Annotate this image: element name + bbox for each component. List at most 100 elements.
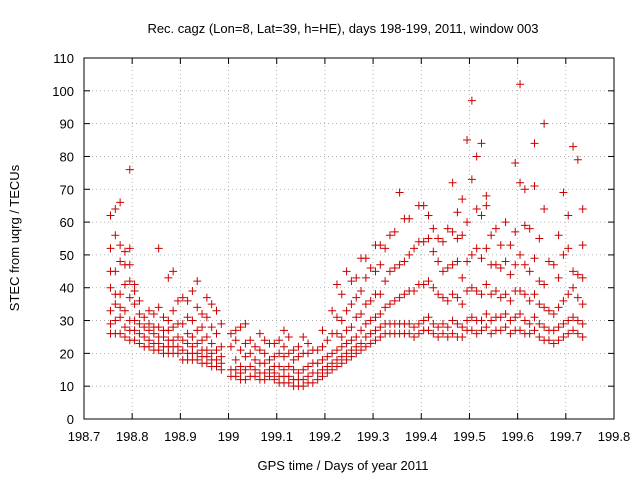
data-point (443, 296, 452, 305)
data-point (169, 336, 178, 345)
data-point (458, 231, 467, 240)
data-point (116, 198, 125, 207)
data-point (467, 96, 476, 105)
data-point (135, 296, 144, 305)
data-point (429, 247, 438, 256)
data-point (390, 296, 399, 305)
data-point (149, 309, 158, 318)
data-points (106, 80, 587, 391)
data-point (463, 257, 472, 266)
data-point (506, 329, 515, 338)
data-point (554, 336, 563, 345)
data-point (410, 332, 419, 341)
data-point (472, 204, 481, 213)
data-point (530, 139, 539, 148)
data-point (212, 306, 221, 315)
data-point (130, 336, 139, 345)
chart-title: Rec. cagz (Lon=8, Lat=39, h=HE), days 19… (147, 21, 538, 36)
data-point (207, 339, 216, 348)
data-point (385, 267, 394, 276)
data-point (116, 313, 125, 322)
data-point (491, 224, 500, 233)
data-point (520, 260, 529, 269)
data-point (559, 296, 568, 305)
data-point (236, 346, 245, 355)
data-point (458, 273, 467, 282)
data-point (361, 319, 370, 328)
data-point (140, 323, 149, 332)
data-point (154, 303, 163, 312)
y-axis-ticks: 0 10 20 30 40 50 60 70 80 90 100 110 (52, 51, 614, 427)
data-point (289, 346, 298, 355)
data-point (366, 296, 375, 305)
data-point (217, 352, 226, 361)
data-point (323, 362, 332, 371)
data-point (275, 362, 284, 371)
data-point (145, 306, 154, 315)
data-point (164, 316, 173, 325)
data-point (294, 352, 303, 361)
data-point (511, 227, 520, 236)
data-point (448, 178, 457, 187)
data-point (569, 283, 578, 292)
data-point (395, 260, 404, 269)
data-point (332, 355, 341, 364)
data-point (448, 227, 457, 236)
data-point (371, 267, 380, 276)
data-point (381, 303, 390, 312)
data-point (491, 287, 500, 296)
y-tick-label: 70 (60, 182, 74, 197)
data-point (352, 273, 361, 282)
data-point (540, 280, 549, 289)
data-point (318, 342, 327, 351)
data-point (559, 319, 568, 328)
data-point (578, 319, 587, 328)
data-point (332, 329, 341, 338)
data-point (246, 362, 255, 371)
data-point (178, 336, 187, 345)
data-point (116, 329, 125, 338)
data-point (501, 309, 510, 318)
data-point (347, 323, 356, 332)
data-point (530, 313, 539, 322)
data-point (569, 326, 578, 335)
data-point (482, 323, 491, 332)
data-point (328, 349, 337, 358)
data-point (434, 290, 443, 299)
x-tick-label: 199.7 (550, 429, 583, 444)
data-point (294, 342, 303, 351)
data-point (135, 309, 144, 318)
data-point (530, 254, 539, 263)
data-point (376, 323, 385, 332)
data-point (183, 313, 192, 322)
data-point (448, 316, 457, 325)
data-point (564, 290, 573, 299)
data-point (357, 326, 366, 335)
data-point (463, 136, 472, 145)
data-point (342, 267, 351, 276)
data-point (477, 139, 486, 148)
data-point (246, 349, 255, 358)
data-point (260, 349, 269, 358)
data-point (520, 290, 529, 299)
y-tick-label: 110 (53, 51, 74, 66)
data-point (554, 323, 563, 332)
data-point (135, 319, 144, 328)
data-point (202, 293, 211, 302)
data-point (111, 300, 120, 309)
data-point (559, 250, 568, 259)
data-point (270, 352, 279, 361)
data-point (125, 244, 134, 253)
data-point (332, 280, 341, 289)
data-point (482, 280, 491, 289)
data-point (116, 257, 125, 266)
data-point (424, 211, 433, 220)
data-point (491, 260, 500, 269)
data-point (520, 316, 529, 325)
data-point (193, 339, 202, 348)
data-point (520, 221, 529, 230)
data-point (438, 267, 447, 276)
data-point (414, 329, 423, 338)
data-point (347, 277, 356, 286)
data-point (549, 339, 558, 348)
